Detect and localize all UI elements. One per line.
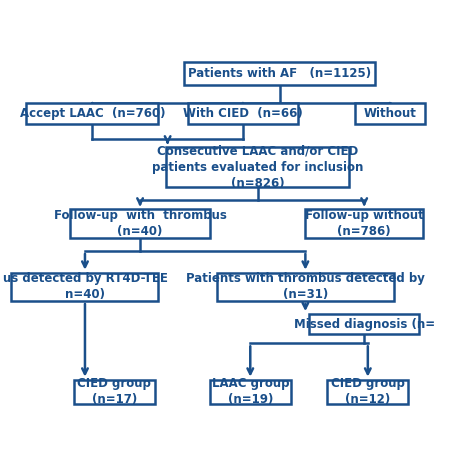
Text: Patients with AF   (n=1125): Patients with AF (n=1125)	[188, 67, 371, 80]
Text: Follow-up  with  thrombus
(n=40): Follow-up with thrombus (n=40)	[54, 209, 227, 238]
FancyBboxPatch shape	[11, 273, 158, 301]
Text: Missed diagnosis (n=: Missed diagnosis (n=	[293, 318, 435, 330]
FancyBboxPatch shape	[305, 210, 423, 238]
FancyBboxPatch shape	[210, 380, 291, 404]
FancyBboxPatch shape	[26, 103, 158, 124]
Text: us detected by RT4D-TEE
n=40): us detected by RT4D-TEE n=40)	[2, 273, 167, 301]
FancyBboxPatch shape	[188, 103, 298, 124]
Text: Follow-up without
(n=786): Follow-up without (n=786)	[305, 209, 424, 238]
FancyBboxPatch shape	[184, 62, 375, 85]
FancyBboxPatch shape	[217, 273, 393, 301]
Text: Without: Without	[364, 107, 416, 120]
FancyBboxPatch shape	[355, 103, 425, 124]
FancyBboxPatch shape	[70, 210, 210, 238]
Text: Consecutive LAAC and/or CIED
patients evaluated for inclusion
(n=826): Consecutive LAAC and/or CIED patients ev…	[152, 145, 363, 190]
Text: CIED group
(n=12): CIED group (n=12)	[331, 377, 405, 406]
Text: Accept LAAC  (n=760): Accept LAAC (n=760)	[19, 107, 165, 120]
Text: Patients with thrombus detected by
(n=31): Patients with thrombus detected by (n=31…	[186, 273, 425, 301]
Text: LAAC group
(n=19): LAAC group (n=19)	[211, 377, 289, 406]
Text: CIED group
(n=17): CIED group (n=17)	[77, 377, 151, 406]
FancyBboxPatch shape	[74, 380, 155, 404]
FancyBboxPatch shape	[166, 147, 349, 187]
Text: With CIED  (n=66): With CIED (n=66)	[183, 107, 303, 120]
FancyBboxPatch shape	[309, 314, 419, 334]
FancyBboxPatch shape	[328, 380, 408, 404]
